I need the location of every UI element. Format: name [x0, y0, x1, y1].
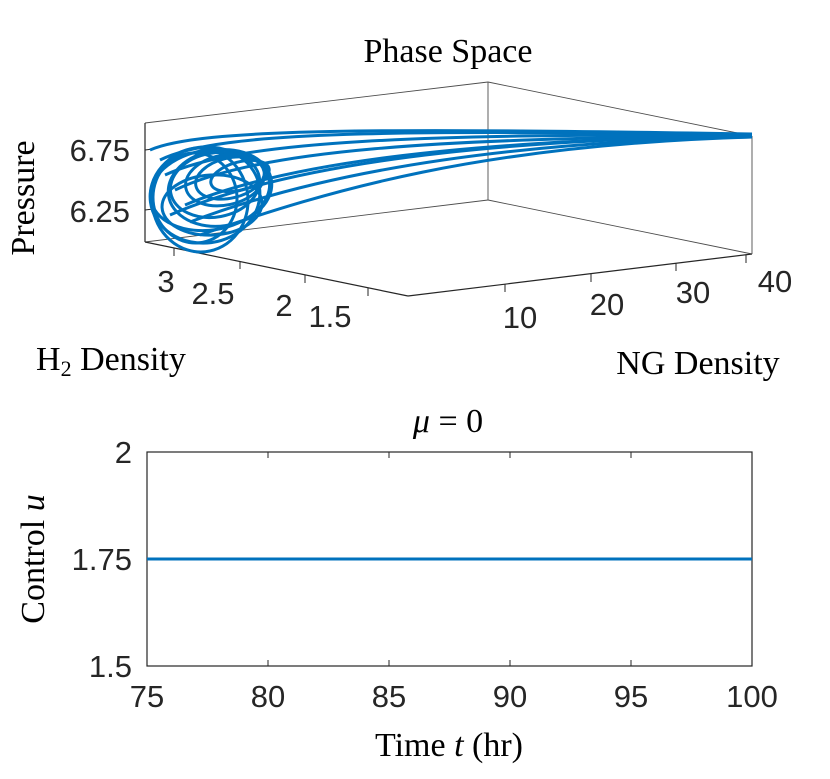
trajectory-branch: [149, 129, 753, 152]
y-axis-line: [407, 253, 753, 297]
trajectory-branch: [169, 134, 753, 217]
phase-space-trajectory: [148, 129, 753, 254]
box-edge-floor-back-right: [487, 199, 753, 255]
z-axis-label: Pressure: [5, 140, 42, 255]
box-edge-top-back-left: [144, 81, 489, 124]
x-label-prefix: Time: [375, 727, 454, 764]
phase-space-title: Phase Space: [363, 33, 532, 70]
trajectory-branch: [199, 135, 753, 237]
y-tick-label: 10: [503, 300, 537, 335]
x-tick-label: 100: [726, 679, 778, 714]
y-label-variable: u: [15, 494, 52, 511]
y-tick-label: 20: [590, 287, 624, 322]
z-tick-label: 6.75: [70, 133, 130, 168]
x-tick-label: 85: [372, 679, 406, 714]
y-axis-label: NG Density: [616, 345, 779, 382]
trajectory-branch: [174, 134, 753, 192]
control-y-axis-label: Control u: [15, 494, 52, 623]
control-x-axis-label: Time t (hr): [375, 727, 523, 764]
y-tick-label: 30: [676, 275, 710, 310]
x-axis-label-subscript: 2: [61, 356, 72, 381]
y-label-prefix: Control: [15, 511, 52, 623]
phase-space-plot: Phase Space 6.75: [5, 33, 792, 382]
x-label-suffix: (hr): [464, 727, 523, 764]
limit-cycle-loop: [151, 151, 239, 245]
y-tick-label: 2: [115, 435, 132, 470]
control-title-symbol: μ: [412, 403, 430, 440]
x-label-variable: t: [454, 727, 465, 764]
x-axis-label-prefix: H: [36, 341, 61, 378]
control-y-tick-labels: 2 1.75 1.5: [72, 435, 132, 684]
x-tick-label: 90: [493, 679, 527, 714]
control-plot-title: μ = 0: [412, 403, 483, 440]
trajectory-branch: [189, 135, 753, 224]
x-tick-label: 80: [251, 679, 285, 714]
z-tick-label: 6.25: [70, 194, 130, 229]
y-tick-label: 40: [758, 264, 792, 299]
phase-space-tick-marks: [144, 148, 747, 296]
x-tick-label: 1.5: [308, 299, 351, 334]
y-tick-label: 1.5: [89, 649, 132, 684]
control-x-tick-labels: 75 80 85 90 95 100: [130, 679, 778, 714]
x-tick-label: 3: [157, 264, 174, 299]
limit-cycle-loop: [168, 150, 262, 220]
x-axis-label: H2 Density: [36, 341, 186, 381]
control-title-rest: = 0: [430, 403, 483, 440]
x-tick-label: 2.5: [191, 276, 234, 311]
x-tick-label: 95: [614, 679, 648, 714]
control-plot: μ = 0 75 80 85 90 95 100 2 1.75 1.5 Time…: [15, 403, 778, 764]
phase-space-tick-labels: 6.75 6.25 3 2.5 2 1.5 10 20 30 40: [70, 133, 793, 335]
trajectory-branch: [164, 133, 753, 177]
box-edge-top-back-right: [487, 81, 753, 137]
x-tick-label: 2: [275, 288, 292, 323]
x-tick-label: 75: [130, 679, 164, 714]
y-tick-label: 1.75: [72, 542, 132, 577]
x-axis-label-suffix: Density: [72, 341, 186, 378]
